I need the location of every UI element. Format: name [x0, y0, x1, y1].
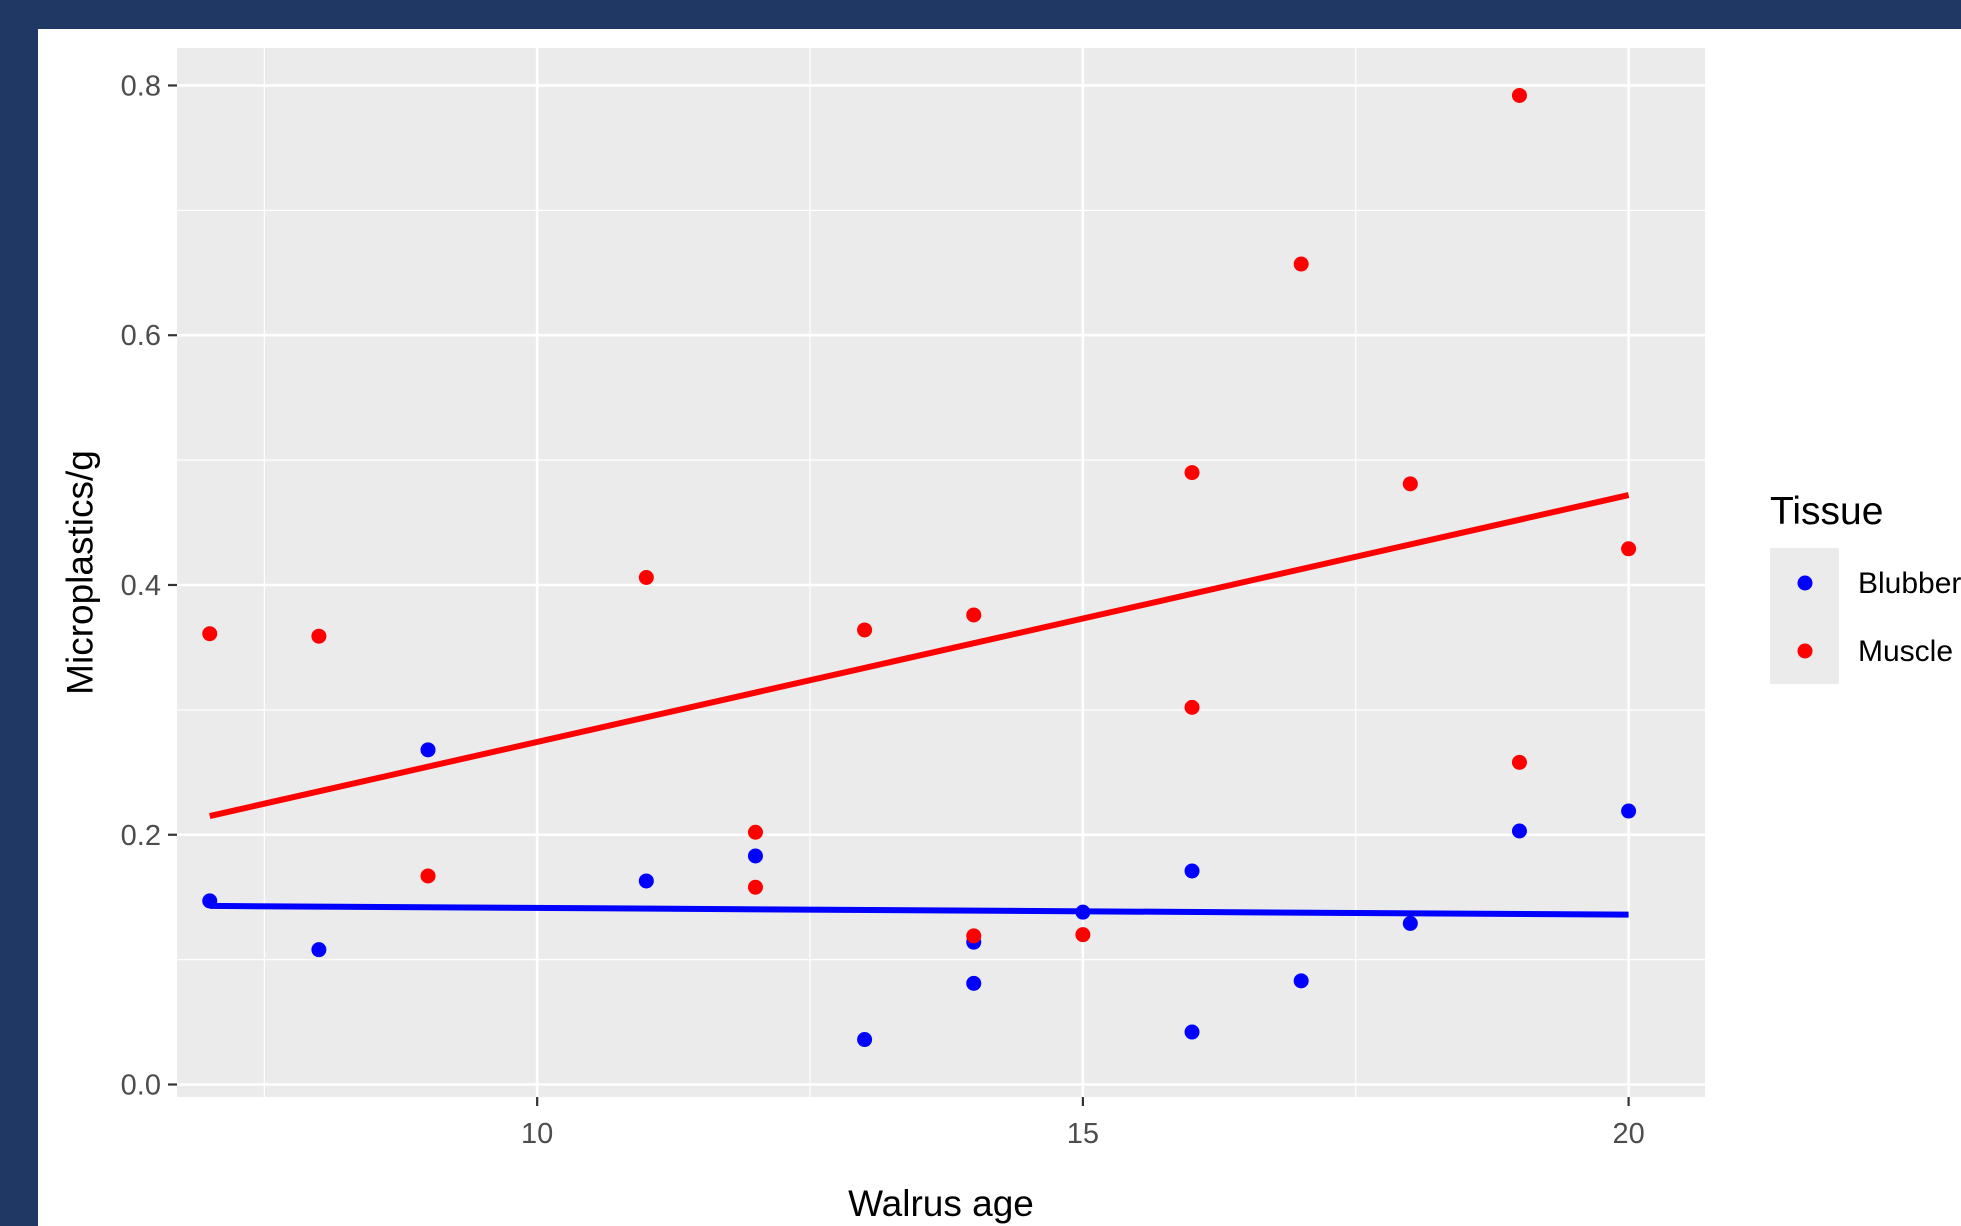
data-point-blubber: [638, 873, 654, 889]
legend-keys-background: [1770, 548, 1839, 684]
legend-label-blubber: Blubber: [1858, 567, 1961, 600]
y-tick-label: 0.2: [121, 820, 161, 852]
data-point-blubber: [202, 893, 218, 909]
legend-entries: Blubber Muscle: [1797, 567, 1961, 668]
data-point-muscle: [1075, 927, 1091, 943]
data-point-blubber: [857, 1032, 873, 1048]
x-axis-label: Walrus age: [848, 1183, 1034, 1224]
y-axis-label: Microplastics/g: [60, 450, 101, 695]
data-point-blubber: [311, 942, 327, 958]
data-point-blubber: [1511, 823, 1527, 839]
grid-major: [177, 48, 1705, 1097]
y-tick-label: 0.4: [121, 570, 161, 602]
trend-line-muscle: [209, 492, 1630, 819]
legend-label-muscle: Muscle: [1858, 635, 1953, 668]
x-tick-label: 15: [1067, 1118, 1099, 1150]
data-point-blubber: [1184, 1024, 1200, 1040]
data-point-blubber: [966, 975, 982, 991]
legend: Tissue Blubber Muscle: [1770, 490, 1961, 684]
data-points: [202, 87, 1637, 1048]
x-tick-label: 20: [1612, 1118, 1644, 1150]
data-point-muscle: [747, 824, 763, 840]
grid-minor: [177, 48, 1705, 1097]
data-point-muscle: [1184, 699, 1200, 715]
data-point-blubber: [1621, 803, 1637, 819]
data-point-muscle: [1511, 87, 1527, 103]
x-tick-label: 10: [521, 1118, 553, 1150]
legend-key-muscle: [1797, 643, 1813, 659]
data-point-muscle: [966, 607, 982, 623]
data-point-muscle: [311, 628, 327, 644]
legend-key-blubber: [1797, 575, 1813, 591]
data-point-muscle: [1184, 465, 1200, 481]
y-tick-label: 0.8: [121, 70, 161, 102]
data-point-muscle: [202, 626, 218, 642]
data-point-muscle: [1621, 541, 1637, 557]
data-point-muscle: [966, 928, 982, 944]
data-point-muscle: [747, 879, 763, 895]
chart-canvas: 10 15 20 0.0 0.2 0.4 0.6 0.8 Walrus age Micropl…: [38, 29, 1961, 1226]
data-point-muscle: [1511, 754, 1527, 770]
chart-svg: 10 15 20 0.0 0.2 0.4 0.6 0.8 Walrus age Micropl…: [60, 48, 1961, 1224]
data-point-blubber: [1293, 973, 1309, 989]
data-point-muscle: [638, 569, 654, 585]
data-point-blubber: [1402, 915, 1418, 931]
y-tick-label: 0.6: [121, 320, 161, 352]
data-point-blubber: [420, 742, 436, 758]
axes: 10 15 20 0.0 0.2 0.4 0.6 0.8: [121, 70, 1645, 1150]
data-point-muscle: [1293, 256, 1309, 272]
data-point-blubber: [1184, 863, 1200, 879]
plot-panel: [177, 48, 1705, 1097]
trend-lines: [209, 492, 1630, 918]
y-tick-label: 0.0: [121, 1070, 161, 1102]
data-point-blubber: [747, 848, 763, 864]
legend-title: Tissue: [1770, 490, 1883, 533]
trend-line-blubber: [209, 902, 1629, 918]
data-point-muscle: [857, 622, 873, 638]
data-point-muscle: [420, 868, 436, 884]
data-point-muscle: [1402, 476, 1418, 492]
data-point-blubber: [1075, 904, 1091, 920]
